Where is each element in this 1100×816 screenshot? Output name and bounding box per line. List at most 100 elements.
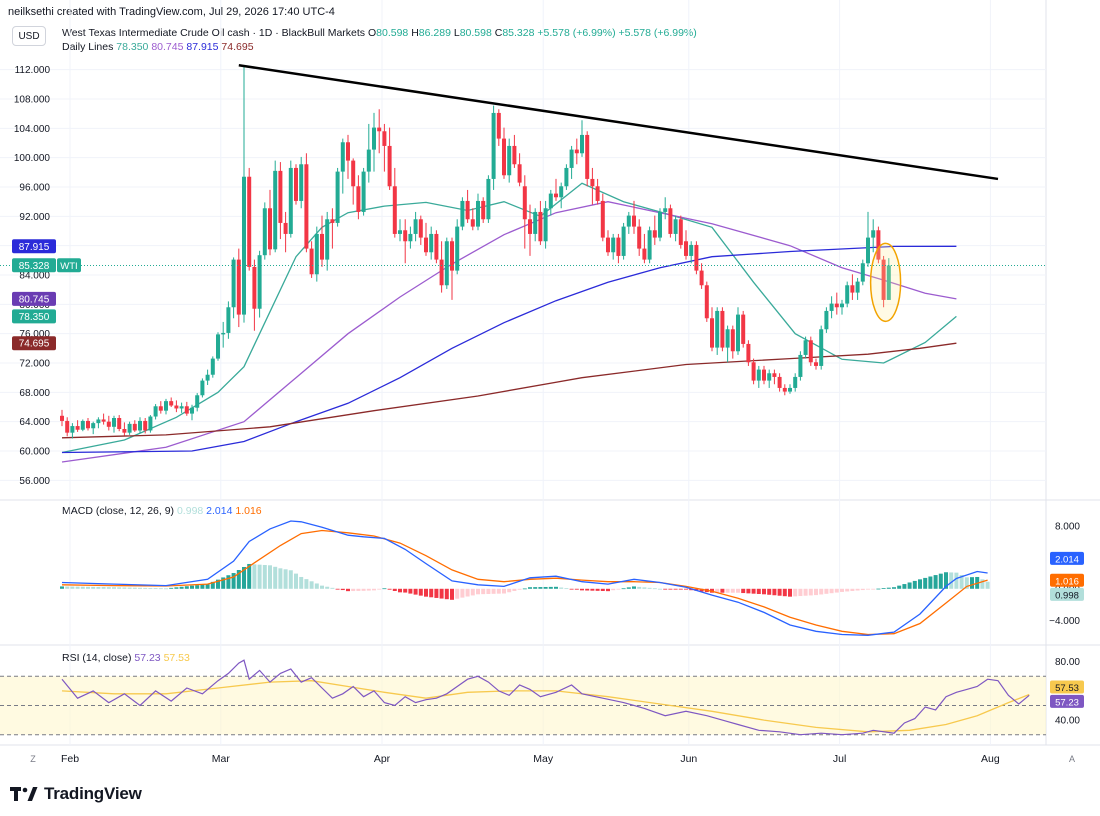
moving-average-line [61,201,957,463]
candle [694,241,699,275]
chart-canvas[interactable]: 56.000 60.000 64.000 68.000 72.000 76.000 80.0… [0,0,1100,780]
auto-scale-button[interactable]: A [1069,754,1075,764]
macd-histogram-bar [512,588,517,591]
candle [834,292,839,315]
price-tick-label: 56.000 [19,476,50,487]
macd-histogram-bar [673,588,678,590]
candle-body [80,420,85,430]
macd-price-label: 0.998 [1050,587,1084,601]
macd-histogram-bar [429,588,434,598]
candle-body [101,419,106,422]
candle [205,369,210,385]
ellipse-highlight-drawing[interactable] [869,242,902,323]
candle-body [231,259,236,308]
macd-histogram-bar [444,588,449,600]
macd-histogram-bar [580,588,584,591]
candle-body [590,178,595,187]
rsi-ma-value: 57.53 [163,652,190,664]
price-tick-label: 112.000 [15,65,51,76]
rsi-legend: RSI (14, close) 57.23 57.53 [62,652,190,664]
candle-body [408,233,413,242]
moving-average-line [61,182,957,454]
rsi-price-axis[interactable]: 80.00 40.00 [1055,657,1080,726]
candle [70,423,75,439]
macd-histogram-bar [470,588,475,596]
candle [881,255,886,308]
candle [782,384,787,396]
candle-body [652,230,657,238]
candle [777,373,782,392]
candle-body [808,340,813,363]
time-tick-label: Apr [374,753,391,765]
currency-button[interactable]: USD [12,26,46,46]
candle [720,307,725,352]
macd-label-bg [1050,573,1084,587]
macd-histogram-bar [678,588,683,590]
candle-body [668,208,673,234]
macd-histogram-bar [288,570,293,589]
candle [829,296,834,319]
macd-histogram-bar [117,587,122,589]
macd-histogram-bar [793,588,798,597]
macd-histogram-bar [663,588,668,590]
price-tick-label: 68.000 [19,388,50,399]
macd-histogram-bar [309,581,314,589]
trendline-drawing[interactable] [238,64,999,181]
macd-histogram-bar [377,588,382,590]
macd-histogram-bar [112,587,116,589]
macd-histogram-bar [944,572,948,589]
macd-histogram-bar [824,588,829,594]
candle [179,402,184,413]
macd-histogram-bar [855,588,860,591]
candle [444,237,449,289]
rsi-tick-label: 80.00 [1055,657,1080,668]
macd-histogram-bar [236,570,241,589]
candle-body [819,329,824,366]
time-tick-label: Mar [212,753,231,765]
symbol-tag-bg [57,258,81,273]
candle [652,215,657,245]
high-value: 86.289 [418,27,451,39]
zoom-label[interactable]: Z [30,754,36,764]
candle [288,160,293,238]
candle-body [460,200,465,227]
time-axis[interactable]: Feb Mar Apr May Jun Jul Aug [61,753,1000,765]
candle [871,219,876,253]
macd-histogram-bar [304,579,309,589]
candle-body [392,186,397,234]
macd-tick-label: −4.000 [1049,616,1080,627]
macd-histogram-bar [413,588,418,595]
open-label: O [367,27,377,39]
candle-body [210,358,215,375]
candle-body [580,134,584,154]
candle-body [226,307,231,333]
candle [616,233,621,264]
macd-histogram-bar [174,587,179,589]
candle [491,105,496,190]
attribution-text: neilksethi created with TradingView.com,… [8,6,335,18]
macd-histogram-bar [980,579,985,589]
candle [60,409,64,427]
macd-price-label: 2.014 [1050,551,1084,565]
candle [340,138,345,194]
macd-histogram-bar [226,575,231,589]
candle-body [335,171,340,223]
candle-body [413,219,418,234]
macd-histogram-bar [86,586,90,589]
price-label-text: 85.328 [19,261,50,272]
time-tick-label: Feb [61,753,79,765]
candle-body [496,112,501,139]
price-label: 74.695 [12,336,56,351]
candle [725,325,730,363]
candle-body [803,340,808,355]
main-price-axis[interactable]: 56.00060.00064.00068.00072.00076.00080.0… [14,65,51,487]
candle-body [96,419,101,424]
macd-histogram-bar [164,588,168,590]
rsi-lines [61,659,1030,736]
candle [80,419,85,432]
time-tick-label: Jul [833,753,846,765]
macd-lines [61,520,988,636]
candle-body [528,219,532,234]
macd-histogram-bar [741,588,746,594]
candle-body [65,420,70,433]
